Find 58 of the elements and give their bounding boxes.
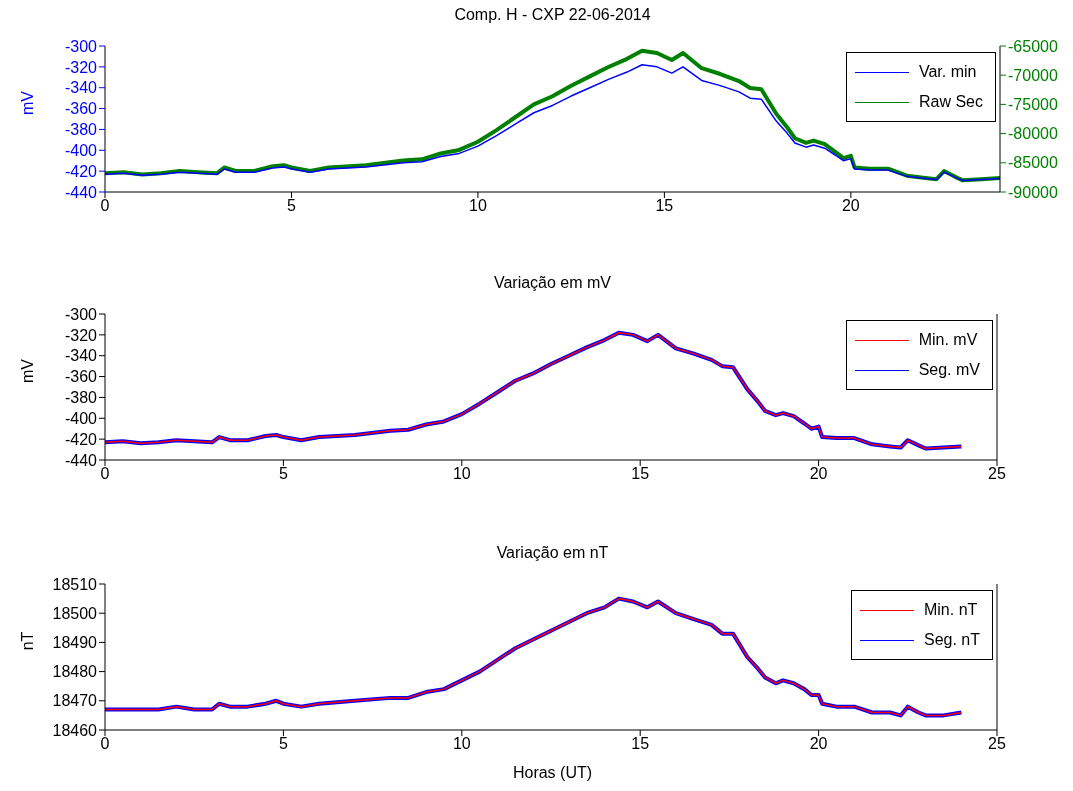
x-tick-label: 5 (287, 197, 297, 215)
legend-label: Seg. nT (923, 631, 981, 649)
legend-label: Seg. mV (918, 361, 981, 379)
x-tick-label: 5 (278, 735, 288, 753)
y2-tick-label: -70000 (1008, 66, 1058, 84)
x-tick-label: 15 (631, 735, 650, 753)
y-tick-label: -380 (64, 389, 98, 407)
y2-tick-label: -85000 (1008, 154, 1058, 172)
y-tick-label: -420 (64, 162, 98, 180)
y-tick-label: -400 (64, 141, 98, 159)
y-tick-label: 18500 (52, 604, 98, 622)
chart-title: Variação em nT (495, 544, 610, 562)
y2-tick-label: -90000 (1008, 183, 1058, 201)
x-tick-label: 10 (452, 465, 471, 483)
legend-label: Min. mV (918, 331, 979, 349)
y-tick-label: 18510 (52, 575, 98, 593)
x-tick-label: 25 (988, 735, 1006, 753)
x-tick-label: 10 (452, 735, 471, 753)
legend-label: Var. min (918, 63, 978, 81)
y-tick-label: -420 (64, 430, 98, 448)
chart-title: Variação em mV (492, 274, 613, 292)
legend-label: Min. nT (923, 601, 979, 619)
x-tick-label: 5 (278, 465, 288, 483)
y-axis-title: mV (19, 359, 37, 383)
y-tick-label: 18470 (52, 692, 98, 710)
x-tick-label: 0 (100, 197, 110, 215)
y-tick-label: -340 (64, 79, 98, 97)
y-tick-label: -400 (64, 409, 98, 427)
y-tick-label: -440 (64, 183, 98, 201)
x-tick-label: 0 (100, 465, 110, 483)
y-tick-label: -320 (64, 58, 98, 76)
y-tick-label: -440 (64, 451, 98, 469)
chart-title: Comp. H - CXP 22-06-2014 (453, 6, 652, 24)
y-tick-label: -340 (64, 347, 98, 365)
y-tick-label: -320 (64, 326, 98, 344)
y-tick-label: -300 (64, 37, 98, 55)
x-tick-label: 20 (809, 735, 828, 753)
x-tick-label: 15 (655, 197, 674, 215)
y2-tick-label: -75000 (1008, 96, 1058, 114)
y-tick-label: -380 (64, 121, 98, 139)
y-tick-label: -360 (64, 100, 98, 118)
y2-tick-label: -65000 (1008, 37, 1058, 55)
x-tick-label: 0 (100, 735, 110, 753)
y-tick-label: 18460 (52, 721, 98, 739)
legend-label: Raw Sec (918, 93, 984, 111)
x-tick-label: 15 (631, 465, 650, 483)
x-axis-title: Horas (UT) (511, 764, 594, 782)
x-tick-label: 10 (469, 197, 487, 215)
y-axis-title: nT (19, 631, 37, 651)
x-tick-label: 25 (988, 465, 1006, 483)
y-axis-title: mV (19, 91, 37, 115)
y-tick-label: 18490 (52, 634, 98, 652)
y-tick-label: -300 (64, 305, 98, 323)
y-tick-label: -360 (64, 368, 98, 386)
x-tick-label: 20 (841, 197, 860, 215)
x-tick-label: 20 (809, 465, 828, 483)
y2-tick-label: -80000 (1008, 125, 1058, 143)
y-tick-label: 18480 (52, 663, 98, 681)
